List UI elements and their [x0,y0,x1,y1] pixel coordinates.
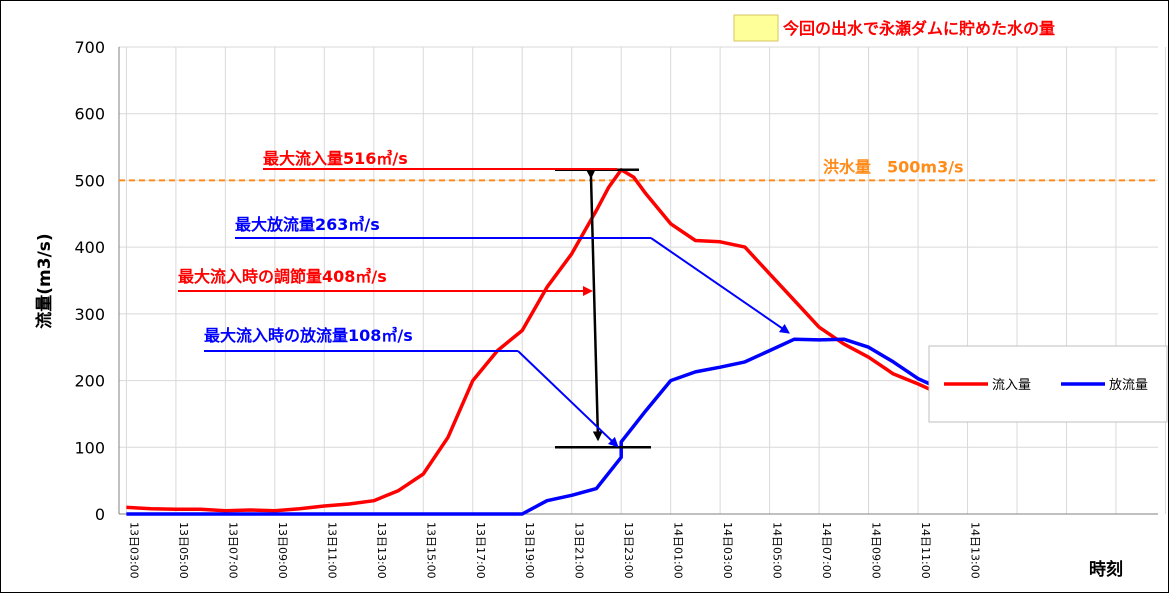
x-tick-label: 14日09:00 [870,522,883,579]
annotations: 最大流入量516㎥/s 最大放流量263㎥/s 最大流入時の調節量408㎥/s 最大流… [178,149,790,449]
x-axis-title: 時刻 [1089,559,1123,580]
y-tick-label: 0 [95,505,105,524]
max-outflow-arrow [650,237,790,334]
storage-swatch [733,14,779,42]
x-tick-label: 13日17:00 [474,522,487,579]
legend: 流入量 放流量 今回の出水で永瀬ダムに貯めた水の量 [733,14,1168,423]
x-tick-label: 13日23:00 [622,522,635,579]
x-tick-label: 14日01:00 [672,522,685,579]
y-tick-label: 700 [74,38,105,57]
axis-titles: 流量(m3/s) 時刻 [34,233,1123,580]
regulation-arrow [585,168,603,442]
y-tick-label: 500 [74,171,105,190]
x-tick-label: 13日19:00 [523,522,536,579]
outflow-at-peak-label: 最大流入時の放流量108㎥/s [204,326,413,345]
reference-line: 洪水量 500m3/s [119,157,1158,182]
inflow-line [126,168,981,513]
outflow-line [126,337,993,516]
x-tick-label: 13日13:00 [375,522,388,579]
outflow-at-peak-arrow [517,350,619,448]
legend-outflow-label: 放流量 [1109,378,1148,393]
y-axis-title: 流量(m3/s) [34,233,55,328]
max-outflow-label: 最大放流量263㎥/s [235,215,380,234]
x-tick-label: 14日11:00 [919,522,932,579]
x-tick-label: 13日21:00 [573,522,586,579]
x-tick-label: 13日07:00 [226,522,239,579]
y-tick-label: 200 [74,372,105,391]
x-tick-label: 13日11:00 [325,522,338,579]
y-tick-label: 400 [74,238,105,257]
x-tick-label: 14日07:00 [820,522,833,579]
y-tick-label: 300 [74,305,105,324]
x-tick-label: 14日05:00 [771,522,784,579]
regulation-label: 最大流入時の調節量408㎥/s [178,267,387,286]
grid [119,46,1166,514]
storage-legend-label: 今回の出水で永瀬ダムに貯めた水の量 [782,19,1055,38]
x-tick-labels: 13日03:00 13日05:00 13日07:00 13日09:00 13日11:00… [127,522,981,579]
x-tick-label: 13日15:00 [424,522,437,579]
x-tick-label: 13日05:00 [177,522,190,579]
legend-inflow-label: 流入量 [992,378,1031,393]
y-tick-labels: 0 100 200 300 400 500 600 700 [74,38,105,524]
x-tick-label: 13日09:00 [276,522,289,579]
y-tick-label: 600 [74,105,105,124]
max-inflow-label: 最大流入量516㎥/s [263,149,408,168]
x-tick-label: 13日03:00 [127,522,140,579]
series-lines [126,168,993,516]
x-tick-label: 14日03:00 [721,522,734,579]
y-tick-label: 100 [74,438,105,457]
flood-threshold-label: 洪水量 500m3/s [823,157,964,176]
x-tick-label: 14日13:00 [969,522,982,579]
